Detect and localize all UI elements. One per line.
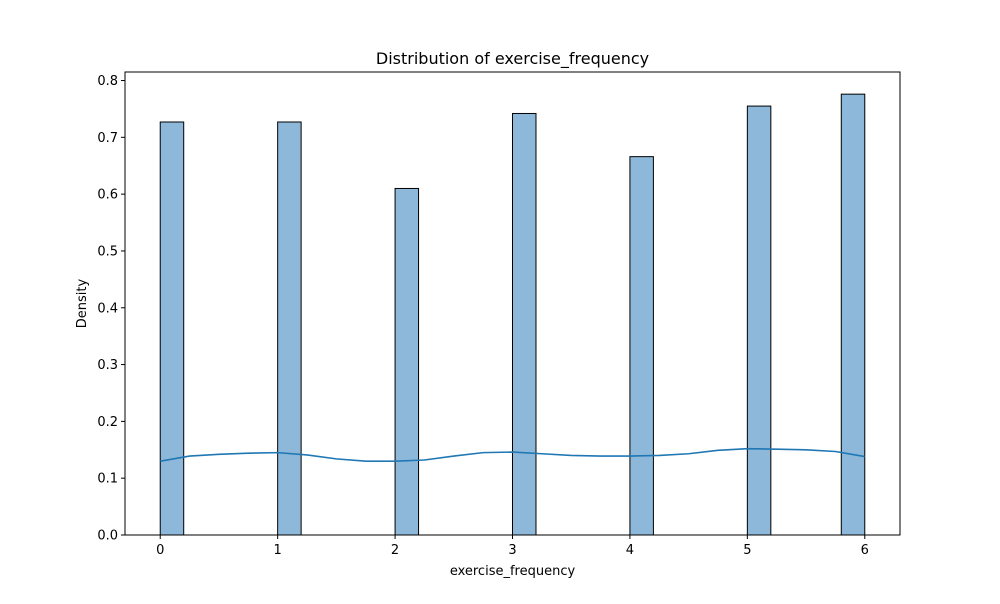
histogram-bar-6: [840, 93, 866, 536]
y-axis: 0.0 0.1 0.2 0.3 0.4 0.5 0.6 0.7 0.8: [97, 74, 125, 544]
y-tick-label: 0.5: [97, 244, 118, 259]
x-tick-label: 4: [626, 543, 634, 558]
chart-title: Distribution of exercise_frequency: [376, 49, 649, 69]
y-axis-label: Density: [75, 278, 90, 328]
x-tick-label: 6: [861, 543, 869, 558]
kde-line: [160, 447, 865, 462]
x-tick-label: 5: [743, 543, 751, 558]
kde-layer: [160, 447, 865, 462]
y-tick-label: 0.1: [97, 472, 118, 487]
y-tick-label: 0.4: [97, 301, 118, 316]
y-tick-label: 0.0: [97, 529, 118, 544]
y-tick-label: 0.3: [97, 358, 118, 373]
x-tick-label: 0: [156, 543, 164, 558]
histogram-bar-1: [277, 121, 302, 536]
y-tick-label: 0.7: [97, 131, 118, 146]
histogram-bar-5: [746, 105, 772, 536]
histogram-bar-3: [512, 112, 537, 536]
x-axis-label: exercise_frequency: [450, 564, 576, 579]
x-tick-label: 3: [508, 543, 516, 558]
x-tick-label: 2: [391, 543, 399, 558]
y-tick-label: 0.6: [97, 188, 118, 203]
x-axis: 0 1 2 3 4 5 6: [156, 535, 869, 558]
bars-layer: [159, 93, 866, 536]
histogram-bar-2: [394, 187, 420, 536]
histogram-bar-4: [629, 156, 654, 536]
y-tick-label: 0.8: [97, 74, 118, 89]
histogram-bar-0: [159, 121, 185, 536]
y-tick-label: 0.2: [97, 415, 118, 430]
x-tick-label: 1: [274, 543, 282, 558]
